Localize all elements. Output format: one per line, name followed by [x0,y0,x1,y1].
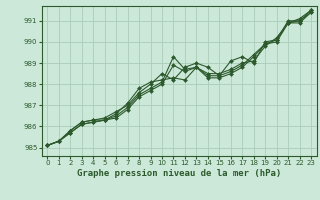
X-axis label: Graphe pression niveau de la mer (hPa): Graphe pression niveau de la mer (hPa) [77,169,281,178]
